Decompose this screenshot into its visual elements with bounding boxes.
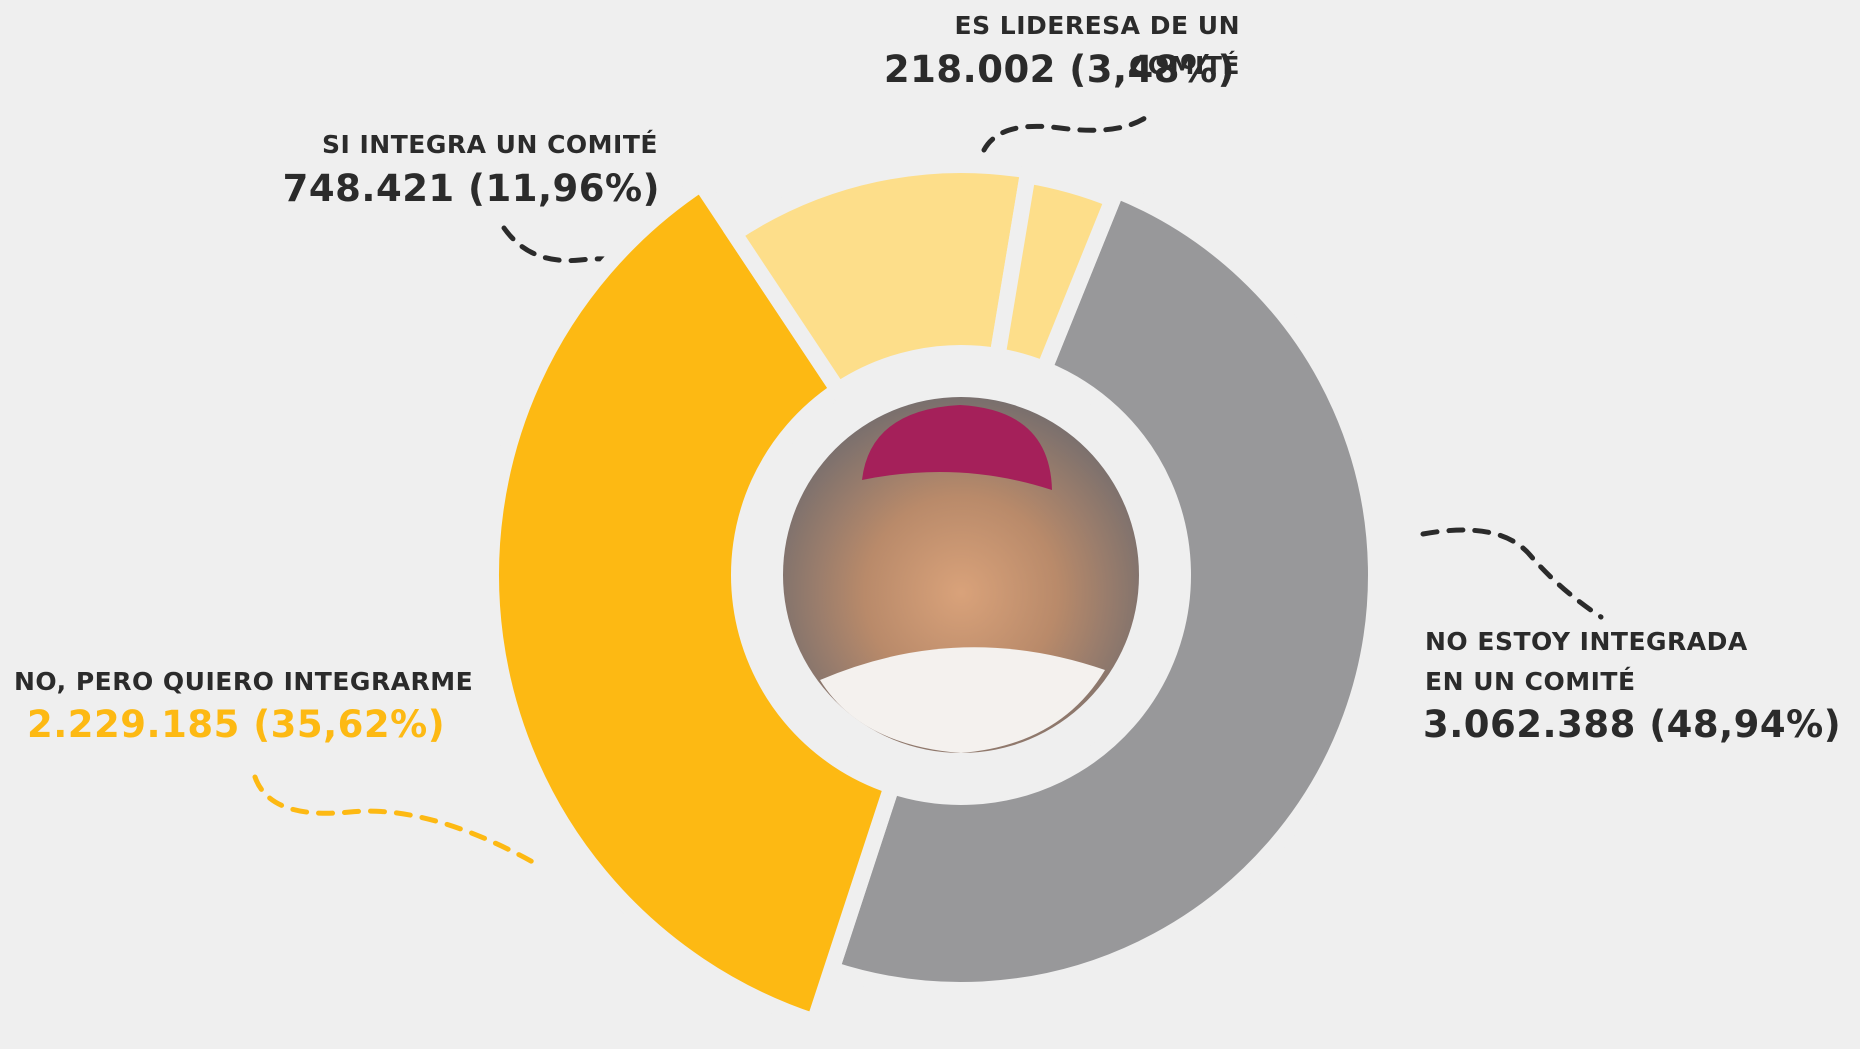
- connector: [1420, 527, 1604, 620]
- label-name: SI INTEGRA UN COMITÉ: [321, 130, 658, 159]
- segments: [483, 157, 1384, 1032]
- connector: [252, 774, 543, 869]
- label-value: 218.002 (3,48%): [883, 48, 1235, 91]
- photo-shirt: [820, 647, 1105, 753]
- segment: [988, 166, 1124, 380]
- label-value: 748.421 (11,96%): [282, 167, 660, 210]
- label-name: ES LIDERESA DE UN COMITÉ: [954, 11, 1240, 80]
- label-value: 3.062.388 (48,94%): [1423, 703, 1842, 746]
- photo-beret: [862, 405, 1052, 490]
- segment: [821, 179, 1384, 998]
- connector: [981, 113, 1151, 153]
- label-name: NO ESTOY INTEGRADA EN UN COMITÉ: [1425, 627, 1748, 696]
- segment: [723, 157, 1038, 402]
- label-value: 2.229.185 (35,62%): [27, 703, 446, 746]
- label-name: NO, PERO QUIERO INTEGRARME: [14, 667, 474, 696]
- segment: [483, 172, 902, 1032]
